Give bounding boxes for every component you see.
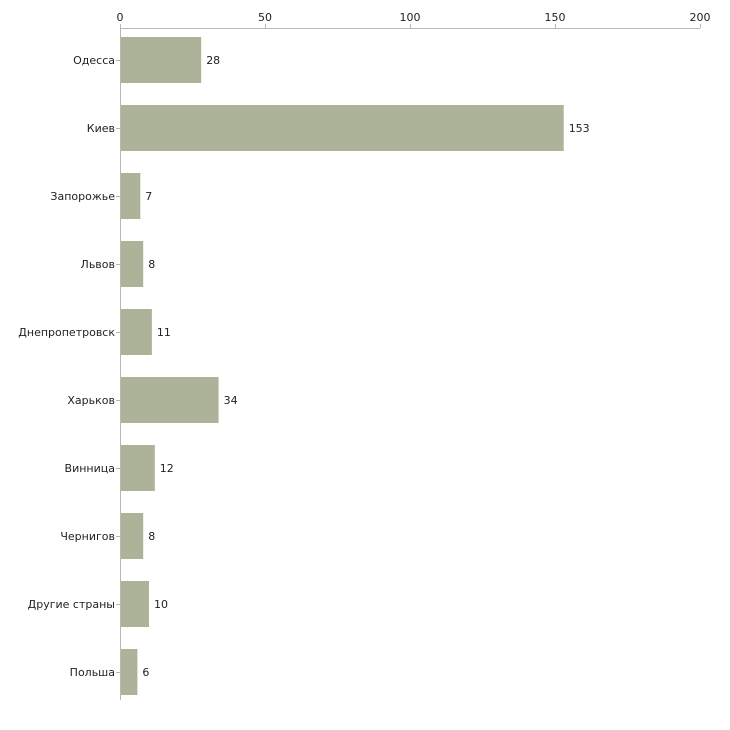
data-labels: 28 153 7 8 11 34 12 8 10 6 (142, 54, 589, 679)
category-label: Киев (87, 122, 115, 135)
x-tick-label: 200 (690, 11, 711, 24)
data-label: 153 (569, 122, 590, 135)
bar (121, 173, 141, 219)
category-label: Днепропетровск (18, 326, 115, 339)
bar (121, 581, 149, 627)
x-tick-label: 150 (545, 11, 566, 24)
category-label: Другие страны (28, 598, 115, 611)
x-tick-label: 100 (400, 11, 421, 24)
data-label: 12 (160, 462, 174, 475)
y-axis: Одесса Киев Запорожье Львов Днепропетровск Ха… (18, 28, 121, 700)
bar (121, 649, 138, 695)
data-label: 8 (148, 258, 155, 271)
x-axis: 0 50 100 150 200 (117, 11, 711, 29)
bar (121, 377, 219, 423)
data-label: 8 (148, 530, 155, 543)
bar (121, 105, 564, 151)
category-label: Львов (81, 258, 115, 271)
category-label: Польша (70, 666, 115, 679)
data-label: 34 (224, 394, 238, 407)
bars (121, 37, 564, 695)
bar (121, 513, 144, 559)
data-label: 7 (145, 190, 152, 203)
bar (121, 309, 152, 355)
category-label: Харьков (67, 394, 115, 407)
bar (121, 445, 155, 491)
data-label: 28 (206, 54, 220, 67)
data-label: 11 (157, 326, 171, 339)
category-label: Запорожье (50, 190, 115, 203)
x-tick-label: 50 (258, 11, 272, 24)
x-tick-label: 0 (117, 11, 124, 24)
bar (121, 241, 144, 287)
category-label: Одесса (73, 54, 115, 67)
data-label: 10 (154, 598, 168, 611)
data-label: 6 (142, 666, 149, 679)
bar (121, 37, 202, 83)
category-label: Чернигов (60, 530, 115, 543)
category-label: Винница (65, 462, 115, 475)
